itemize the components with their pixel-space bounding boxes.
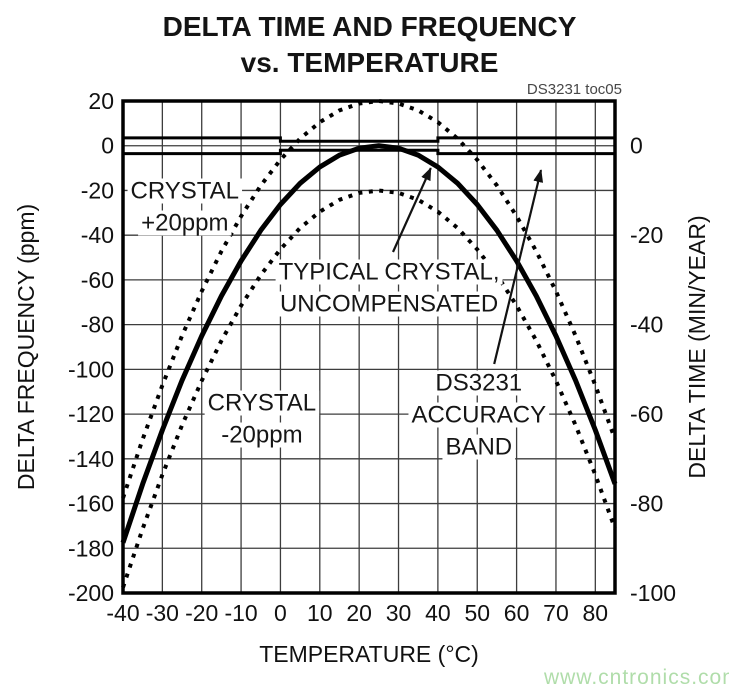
x-tick-label: 20 [346, 600, 372, 626]
x-axis-title: TEMPERATURE (°C) [259, 641, 479, 667]
x-tick-label: -40 [106, 600, 139, 626]
y-left-tick-label: 0 [101, 133, 114, 159]
x-tick-label: -30 [146, 600, 179, 626]
y-left-tick-label: -160 [68, 491, 114, 517]
annotation-bg [442, 434, 516, 460]
series-typical-crystal-uncompensated [120, 143, 618, 544]
annotation-text: TYPICAL CRYSTAL, [279, 259, 500, 286]
annotation-text: BAND [445, 434, 512, 461]
y-right-tick-label: -100 [630, 580, 676, 606]
annotation-text: +20ppm [141, 210, 228, 237]
x-tick-label: 50 [464, 600, 490, 626]
annotation-bg [127, 178, 243, 204]
annotation-text: -20ppm [221, 422, 302, 449]
y-left-tick-label: -200 [68, 580, 114, 606]
y-left-tick-label: -40 [81, 222, 114, 248]
annotation-bg [276, 291, 502, 317]
series-crystal-minus-20ppm [121, 188, 617, 589]
annotation-label: CRYSTAL -20ppm [204, 390, 320, 449]
annotation-text: DS3231 [435, 370, 522, 397]
y-left-tick-label: -100 [68, 356, 114, 382]
y-right-axis-title: DELTA TIME (MIN/YEAR) [684, 215, 710, 478]
x-tick-label: 10 [307, 600, 333, 626]
annotation-label: CRYSTAL +20ppm [127, 178, 243, 237]
annotation-text: CRYSTAL [208, 390, 316, 417]
x-tick-label: 70 [543, 600, 569, 626]
y-right-tick-label: 0 [630, 133, 643, 159]
x-tick-label: 0 [274, 600, 287, 626]
x-tick-label: 60 [504, 600, 530, 626]
x-tick-label: 30 [386, 600, 412, 626]
y-right-tick-label: -20 [630, 222, 663, 248]
annotation-label: TYPICAL CRYSTAL, UNCOMPENSATED [275, 259, 503, 318]
accuracy-band-bottom-edge [123, 148, 615, 156]
chart-subtitle: vs. TEMPERATURE [240, 47, 499, 78]
annotation-bg [432, 370, 526, 396]
annotation-label: DS3231 ACCURACY BAND [408, 370, 550, 461]
y-left-tick-label: -60 [81, 267, 114, 293]
y-left-tick-label: -140 [68, 446, 114, 472]
y-left-tick-label: -80 [81, 312, 114, 338]
annotation-bg [408, 402, 550, 428]
annotation-text: UNCOMPENSATED [280, 291, 498, 318]
x-tick-label: 80 [583, 600, 609, 626]
annotation-text: CRYSTAL [131, 178, 239, 205]
figure-code: DS3231 toc05 [526, 81, 622, 98]
y-left-tick-label: -180 [68, 535, 114, 561]
y-left-tick-label: -20 [81, 177, 114, 203]
annotation-bg [204, 390, 320, 416]
y-left-axis-title: DELTA FREQUENCY (ppm) [13, 204, 39, 490]
annotation-arrow [391, 167, 432, 253]
y-left-tick-label: 20 [88, 88, 114, 114]
y-left-tick-label: -120 [68, 401, 114, 427]
watermark: www.cntronics.com [544, 666, 729, 689]
y-right-tick-label: -80 [630, 491, 663, 517]
plot-border [121, 99, 617, 595]
y-right-tick-label: -40 [630, 312, 663, 338]
accuracy-band-top-edge [123, 136, 615, 143]
y-right-tick-label: -60 [630, 401, 663, 427]
annotation-bg [138, 210, 232, 236]
annotation-bg [218, 422, 306, 448]
annotation-arrow [493, 169, 544, 365]
annotation-bg [275, 259, 503, 285]
annotation-text: ACCURACY [411, 402, 546, 429]
x-tick-label: -10 [224, 600, 257, 626]
x-tick-label: 40 [425, 600, 451, 626]
x-tick-label: -20 [185, 600, 218, 626]
chart-title: DELTA TIME AND FREQUENCY [162, 11, 577, 42]
